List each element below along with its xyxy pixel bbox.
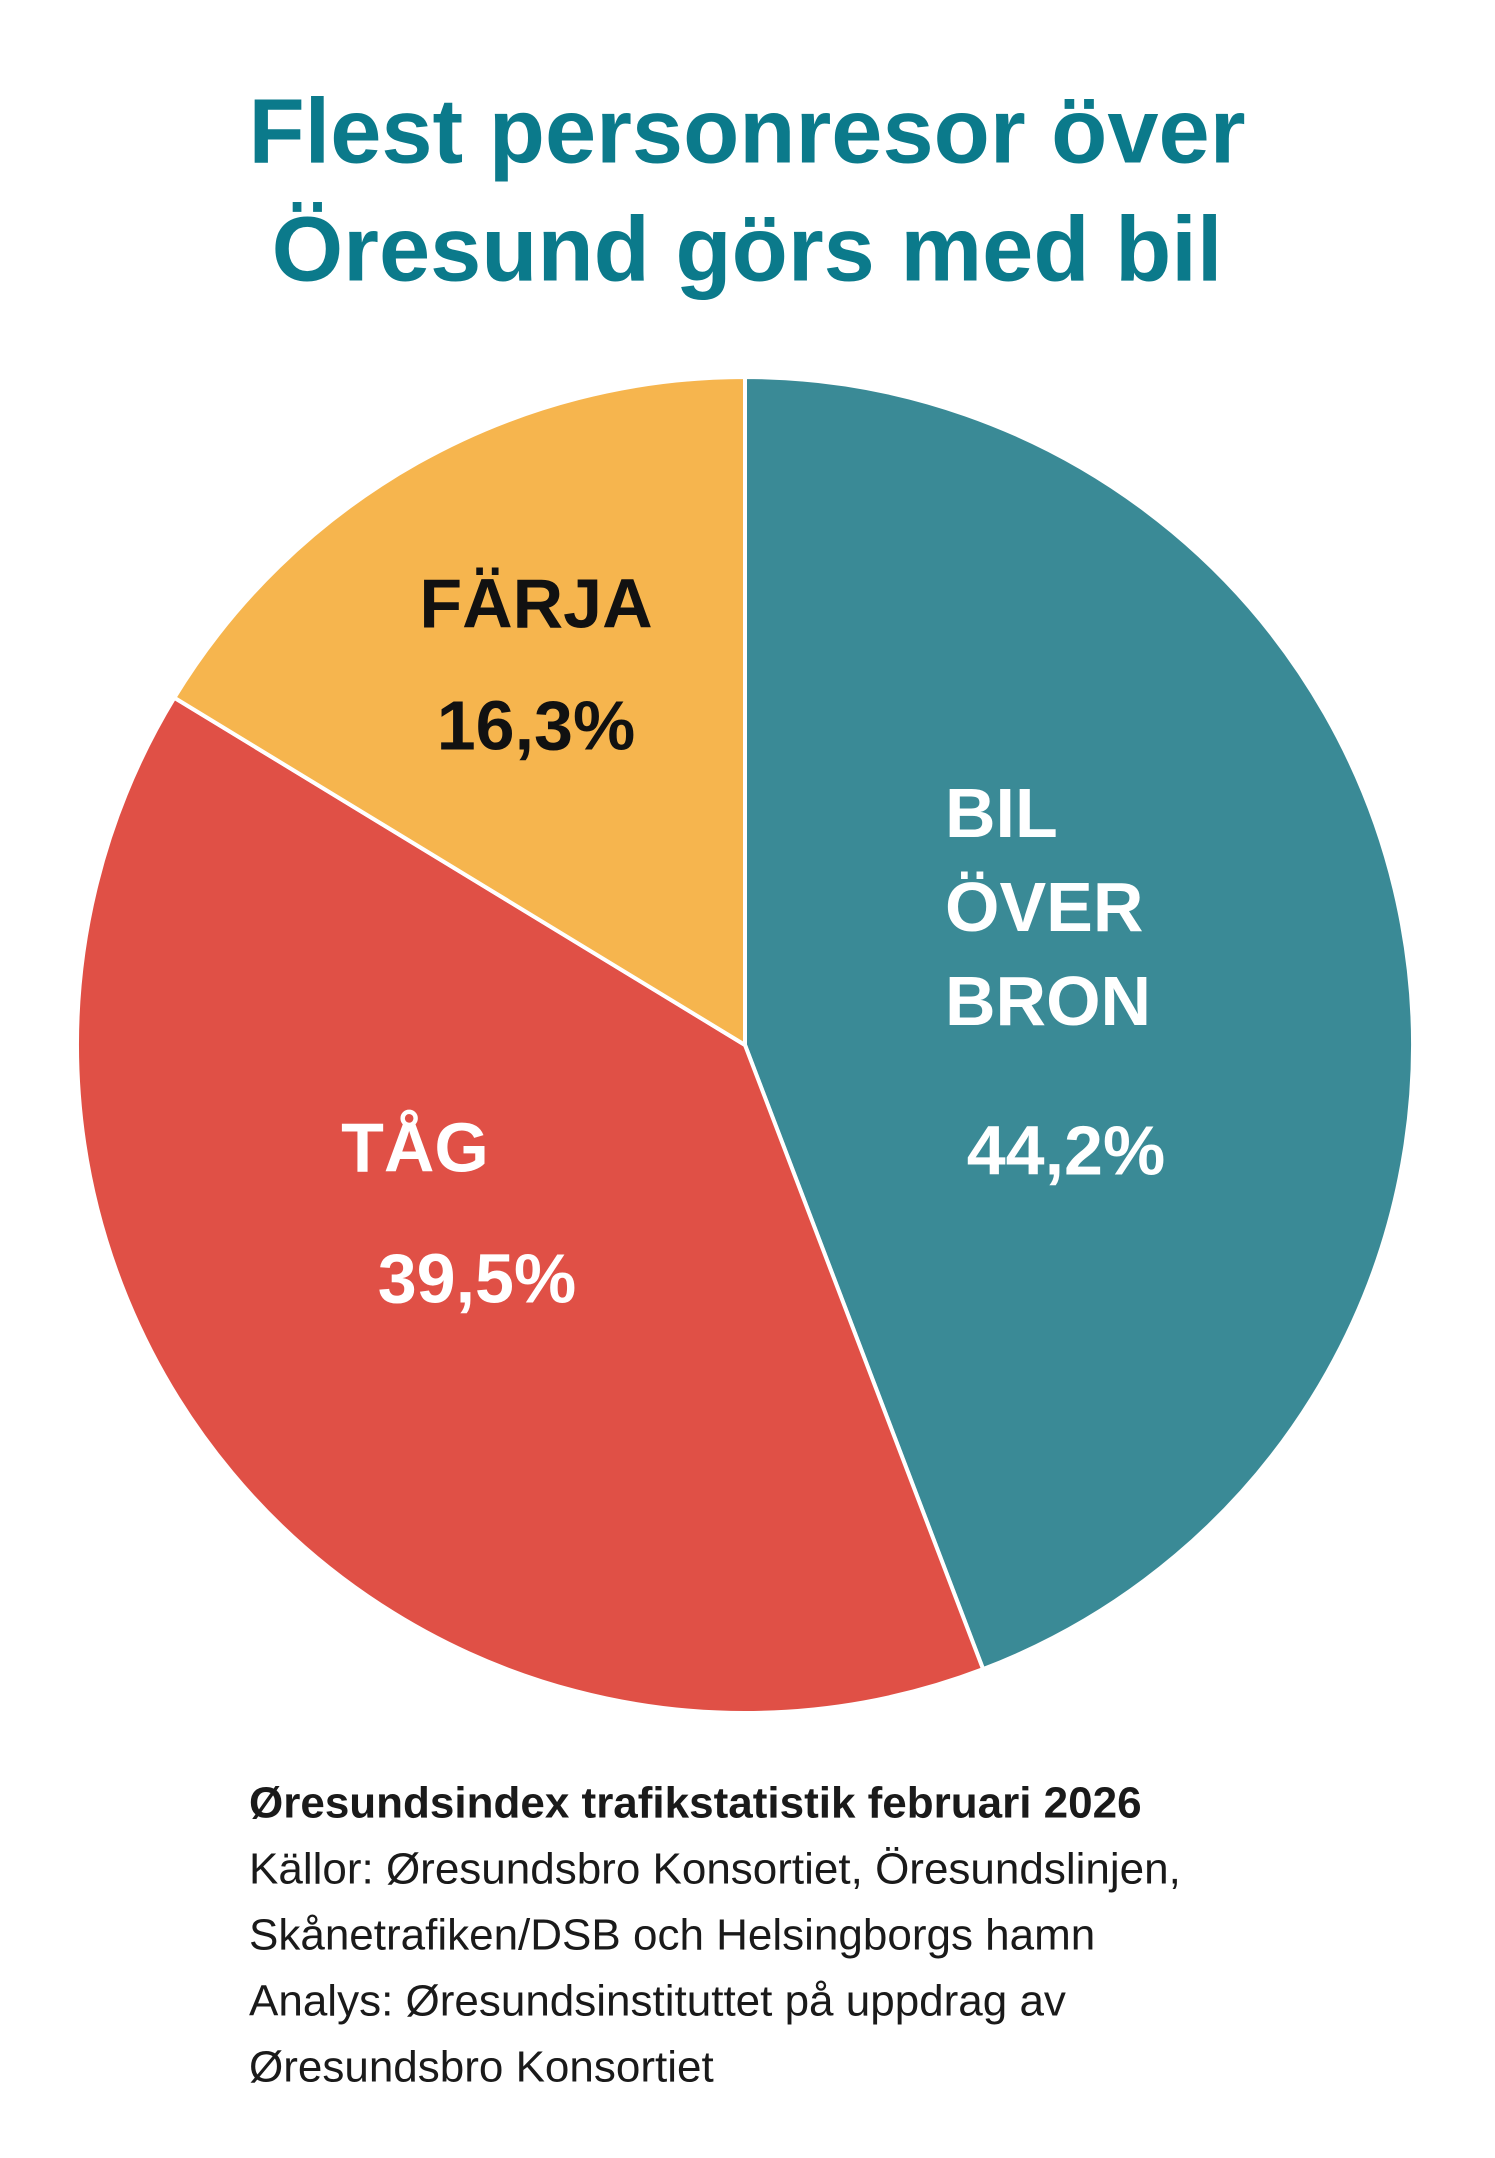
pie-slice [171,374,747,1049]
chart-title: Flest personresor över [248,80,1245,182]
source-text: Øresundsindex trafikstatistik februari 2… [249,1779,1142,1828]
source-text: Analys: Øresundsinstituttet på uppdrag a… [249,1977,1066,2026]
pie-slice [75,695,986,1715]
value-label: 44,2% [967,1111,1165,1189]
value-label: 16,3% [437,686,635,764]
chart-title: Öresund görs med bil [272,198,1223,300]
source-text: Skånetrafiken/DSB och Helsingborgs hamn [249,1911,1095,1960]
source-text: Øresundsbro Konsortiet [249,2043,714,2092]
slice-label: FÄRJA [419,564,652,642]
pie-slice [743,374,1415,1672]
value-label: 39,5% [378,1239,576,1317]
slice-label: BIL ÖVER BRON [945,774,1151,1040]
slice-label: TÅG [341,1108,489,1186]
source-text: Källor: Øresundsbro Konsortiet, Öresunds… [249,1845,1181,1894]
